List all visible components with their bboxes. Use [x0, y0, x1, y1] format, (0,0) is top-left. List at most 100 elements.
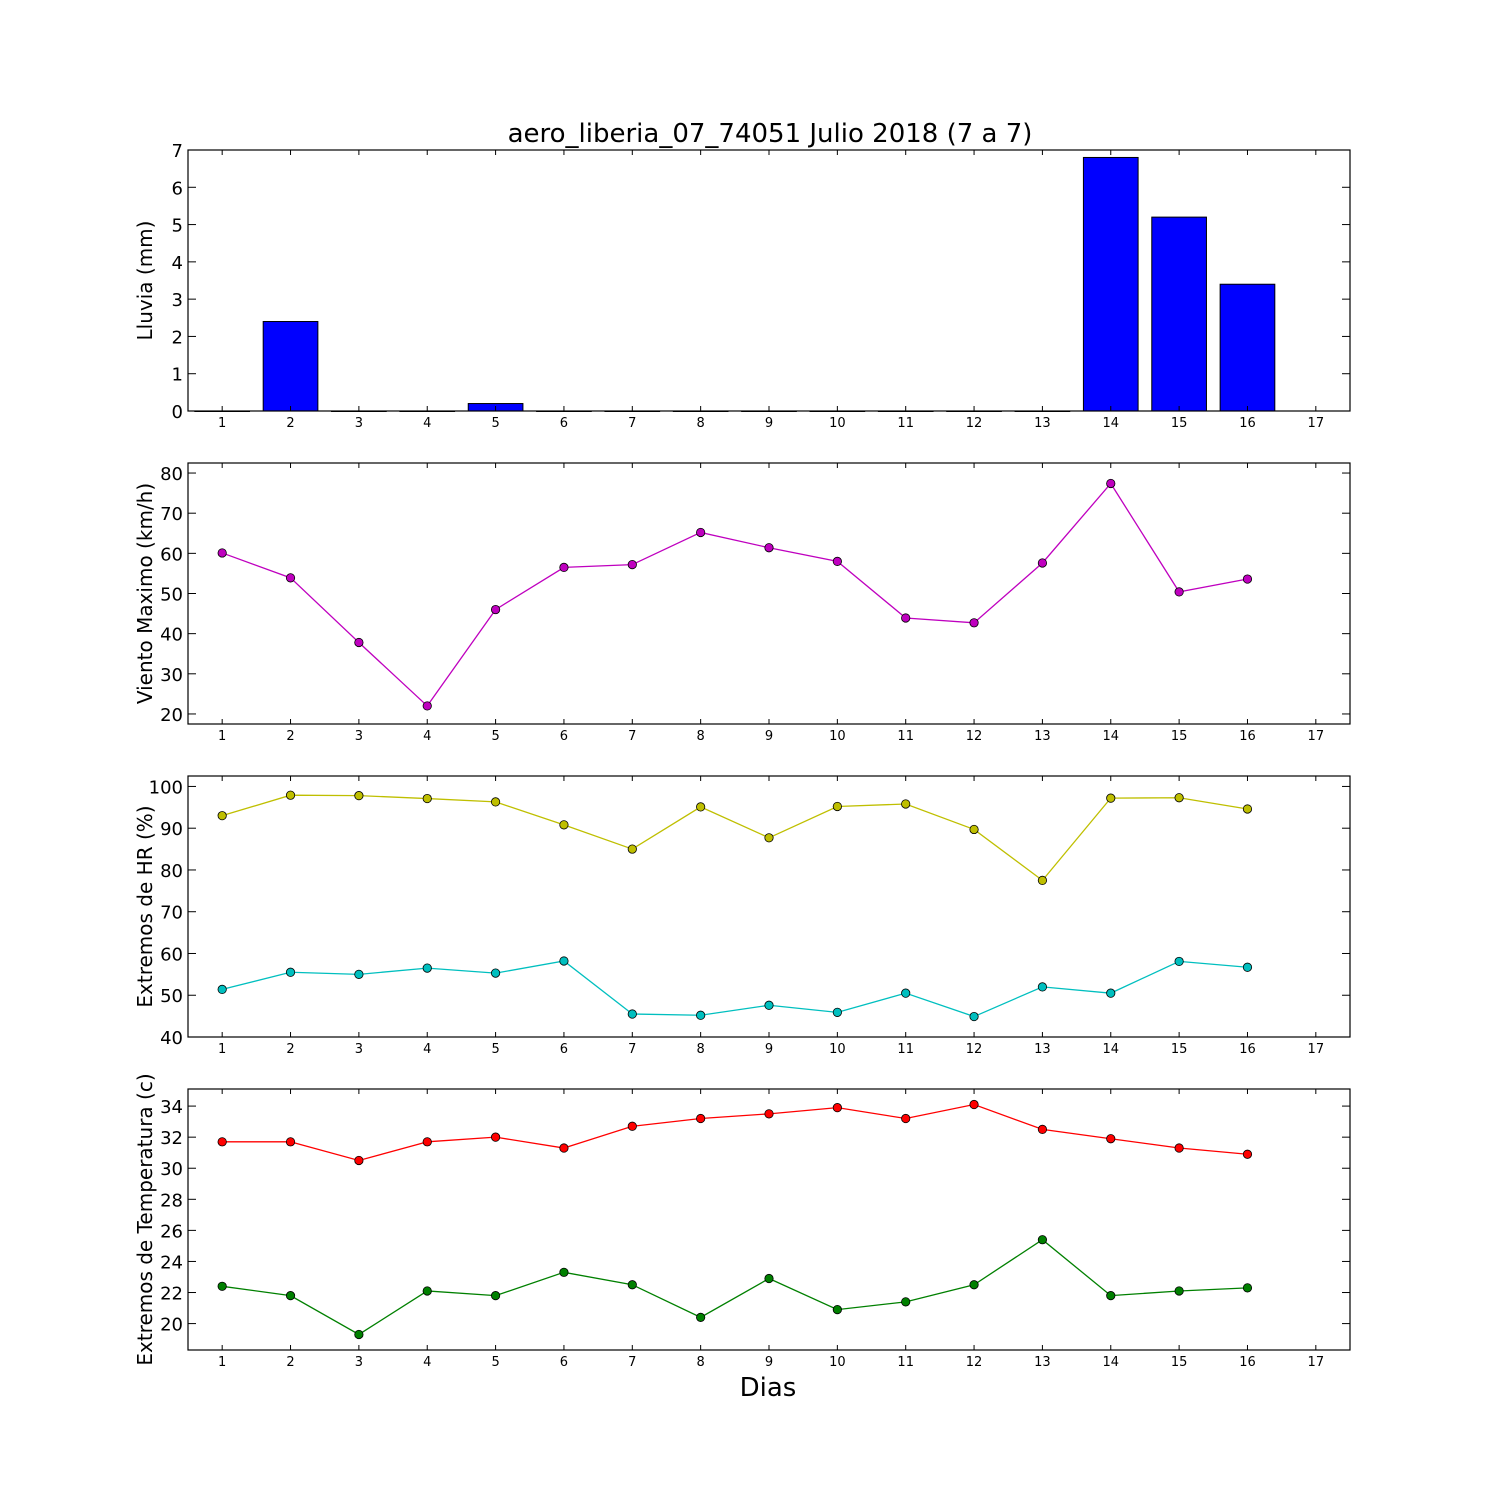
y-tick-label: 7	[172, 141, 183, 162]
point-series-2-day-8	[696, 1312, 706, 1322]
x-tick-label: 8	[697, 1042, 705, 1057]
x-tick-label: 17	[1308, 729, 1325, 744]
point-series-1-day-9	[764, 1109, 774, 1119]
point-series-1-day-1	[217, 548, 227, 558]
series-line-1	[221, 482, 1248, 707]
point-series-1-day-11	[901, 799, 911, 809]
x-tick-label: 9	[765, 1042, 773, 1057]
x-tick-label: 3	[355, 1355, 363, 1370]
y-tick-label: 50	[160, 986, 183, 1007]
point-series-1-day-8	[696, 527, 706, 538]
x-tick-label: 15	[1171, 729, 1188, 744]
point-series-1-day-1	[217, 1137, 227, 1147]
x-tick-label: 11	[897, 1042, 914, 1057]
x-tick-label: 4	[423, 1355, 431, 1370]
point-series-2-day-10	[832, 1305, 842, 1315]
point-series-1-day-15	[1174, 1143, 1184, 1153]
point-series-2-day-8	[696, 1010, 706, 1020]
x-tick-label: 14	[1102, 1355, 1119, 1370]
y-tick-label: 70	[160, 903, 183, 924]
bar-day-16	[1219, 283, 1276, 412]
x-tick-label: 4	[423, 416, 431, 431]
point-series-1-day-6	[559, 1143, 569, 1153]
x-tick-label: 11	[897, 729, 914, 744]
y-tick-label: 70	[160, 504, 183, 525]
x-tick-label: 8	[697, 416, 705, 431]
axes-frame	[187, 1088, 1351, 1351]
x-tick-label: 3	[355, 416, 363, 431]
x-tick-label: 4	[423, 729, 431, 744]
x-tick-label: 9	[765, 729, 773, 744]
x-tick-label: 6	[560, 416, 568, 431]
point-series-1-day-3	[354, 791, 364, 801]
point-series-1-day-11	[901, 1113, 911, 1124]
x-tick-label: 7	[628, 416, 636, 431]
x-tick-label: 1	[218, 416, 226, 431]
chart-title: aero_liberia_07_74051 Julio 2018 (7 a 7)	[508, 119, 1033, 149]
point-series-1-day-8	[696, 802, 706, 812]
y-tick-label: 5	[172, 216, 183, 237]
point-series-1-day-8	[696, 1113, 706, 1124]
x-tick-label: 2	[286, 416, 294, 431]
point-series-2-day-13	[1037, 982, 1048, 992]
x-tick-label: 12	[966, 1042, 983, 1057]
x-tick-label: 10	[829, 416, 846, 431]
y-tick-label: 90	[160, 819, 183, 840]
y-axis-label: Extremos de HR (%)	[133, 805, 157, 1007]
point-series-1-day-6	[559, 562, 569, 573]
x-tick-label: 6	[560, 729, 568, 744]
bar-day-15	[1151, 216, 1207, 412]
series-line-2	[222, 1238, 1248, 1336]
y-axis-label: Viento Maximo (km/h)	[133, 483, 157, 704]
point-series-2-day-2	[285, 1291, 296, 1301]
point-series-1-day-3	[354, 637, 364, 648]
point-series-2-day-7	[627, 1280, 637, 1290]
point-series-1-day-10	[832, 556, 842, 566]
x-tick-label: 14	[1102, 416, 1119, 431]
point-series-1-day-4	[422, 1137, 432, 1147]
x-tick-label: 5	[491, 729, 499, 744]
x-tick-label: 4	[423, 1042, 431, 1057]
point-series-2-day-16	[1242, 1283, 1253, 1293]
point-series-2-day-4	[422, 963, 432, 973]
point-series-1-day-5	[490, 1132, 501, 1142]
point-series-2-day-10	[832, 1007, 842, 1017]
x-tick-label: 15	[1171, 416, 1188, 431]
series-line-1	[222, 1103, 1248, 1162]
point-series-1-day-2	[285, 1137, 296, 1147]
point-series-1-day-11	[901, 613, 911, 623]
point-series-2-day-3	[354, 969, 364, 979]
x-tick-label: 12	[966, 416, 983, 431]
x-tick-label: 5	[491, 1042, 499, 1057]
point-series-1-day-10	[832, 801, 842, 812]
point-series-2-day-9	[764, 1273, 774, 1284]
point-series-2-day-15	[1174, 1286, 1184, 1296]
x-tick-label: 14	[1102, 729, 1119, 744]
y-tick-label: 28	[160, 1190, 183, 1211]
point-series-2-day-11	[901, 988, 911, 998]
x-tick-label: 7	[628, 1355, 636, 1370]
x-tick-label: 17	[1308, 1355, 1325, 1370]
x-tick-label: 16	[1239, 729, 1256, 744]
panel-2: 1 2 3 4 5 6 7 8 9 10 11 12 13 14 15 16 1720304050607080V…	[133, 462, 1351, 744]
point-series-2-day-14	[1106, 1291, 1116, 1301]
point-series-1-day-4	[422, 701, 432, 711]
point-series-1-day-5	[490, 604, 501, 615]
point-series-2-day-1	[217, 984, 227, 994]
point-series-2-day-12	[969, 1011, 979, 1022]
y-tick-label: 3	[172, 290, 183, 311]
point-series-2-day-3	[354, 1329, 364, 1340]
point-series-1-day-13	[1037, 558, 1048, 568]
point-series-1-day-14	[1106, 793, 1116, 803]
point-series-1-day-2	[285, 790, 296, 800]
x-tick-label: 17	[1308, 1042, 1325, 1057]
x-tick-label: 16	[1239, 1042, 1256, 1057]
y-tick-label: 100	[149, 777, 183, 798]
point-series-1-day-7	[627, 1121, 637, 1131]
x-tick-label: 12	[966, 1355, 983, 1370]
point-series-2-day-2	[285, 967, 296, 977]
point-series-2-day-16	[1242, 962, 1253, 972]
x-tick-label: 10	[829, 1042, 846, 1057]
x-tick-label: 3	[355, 1042, 363, 1057]
